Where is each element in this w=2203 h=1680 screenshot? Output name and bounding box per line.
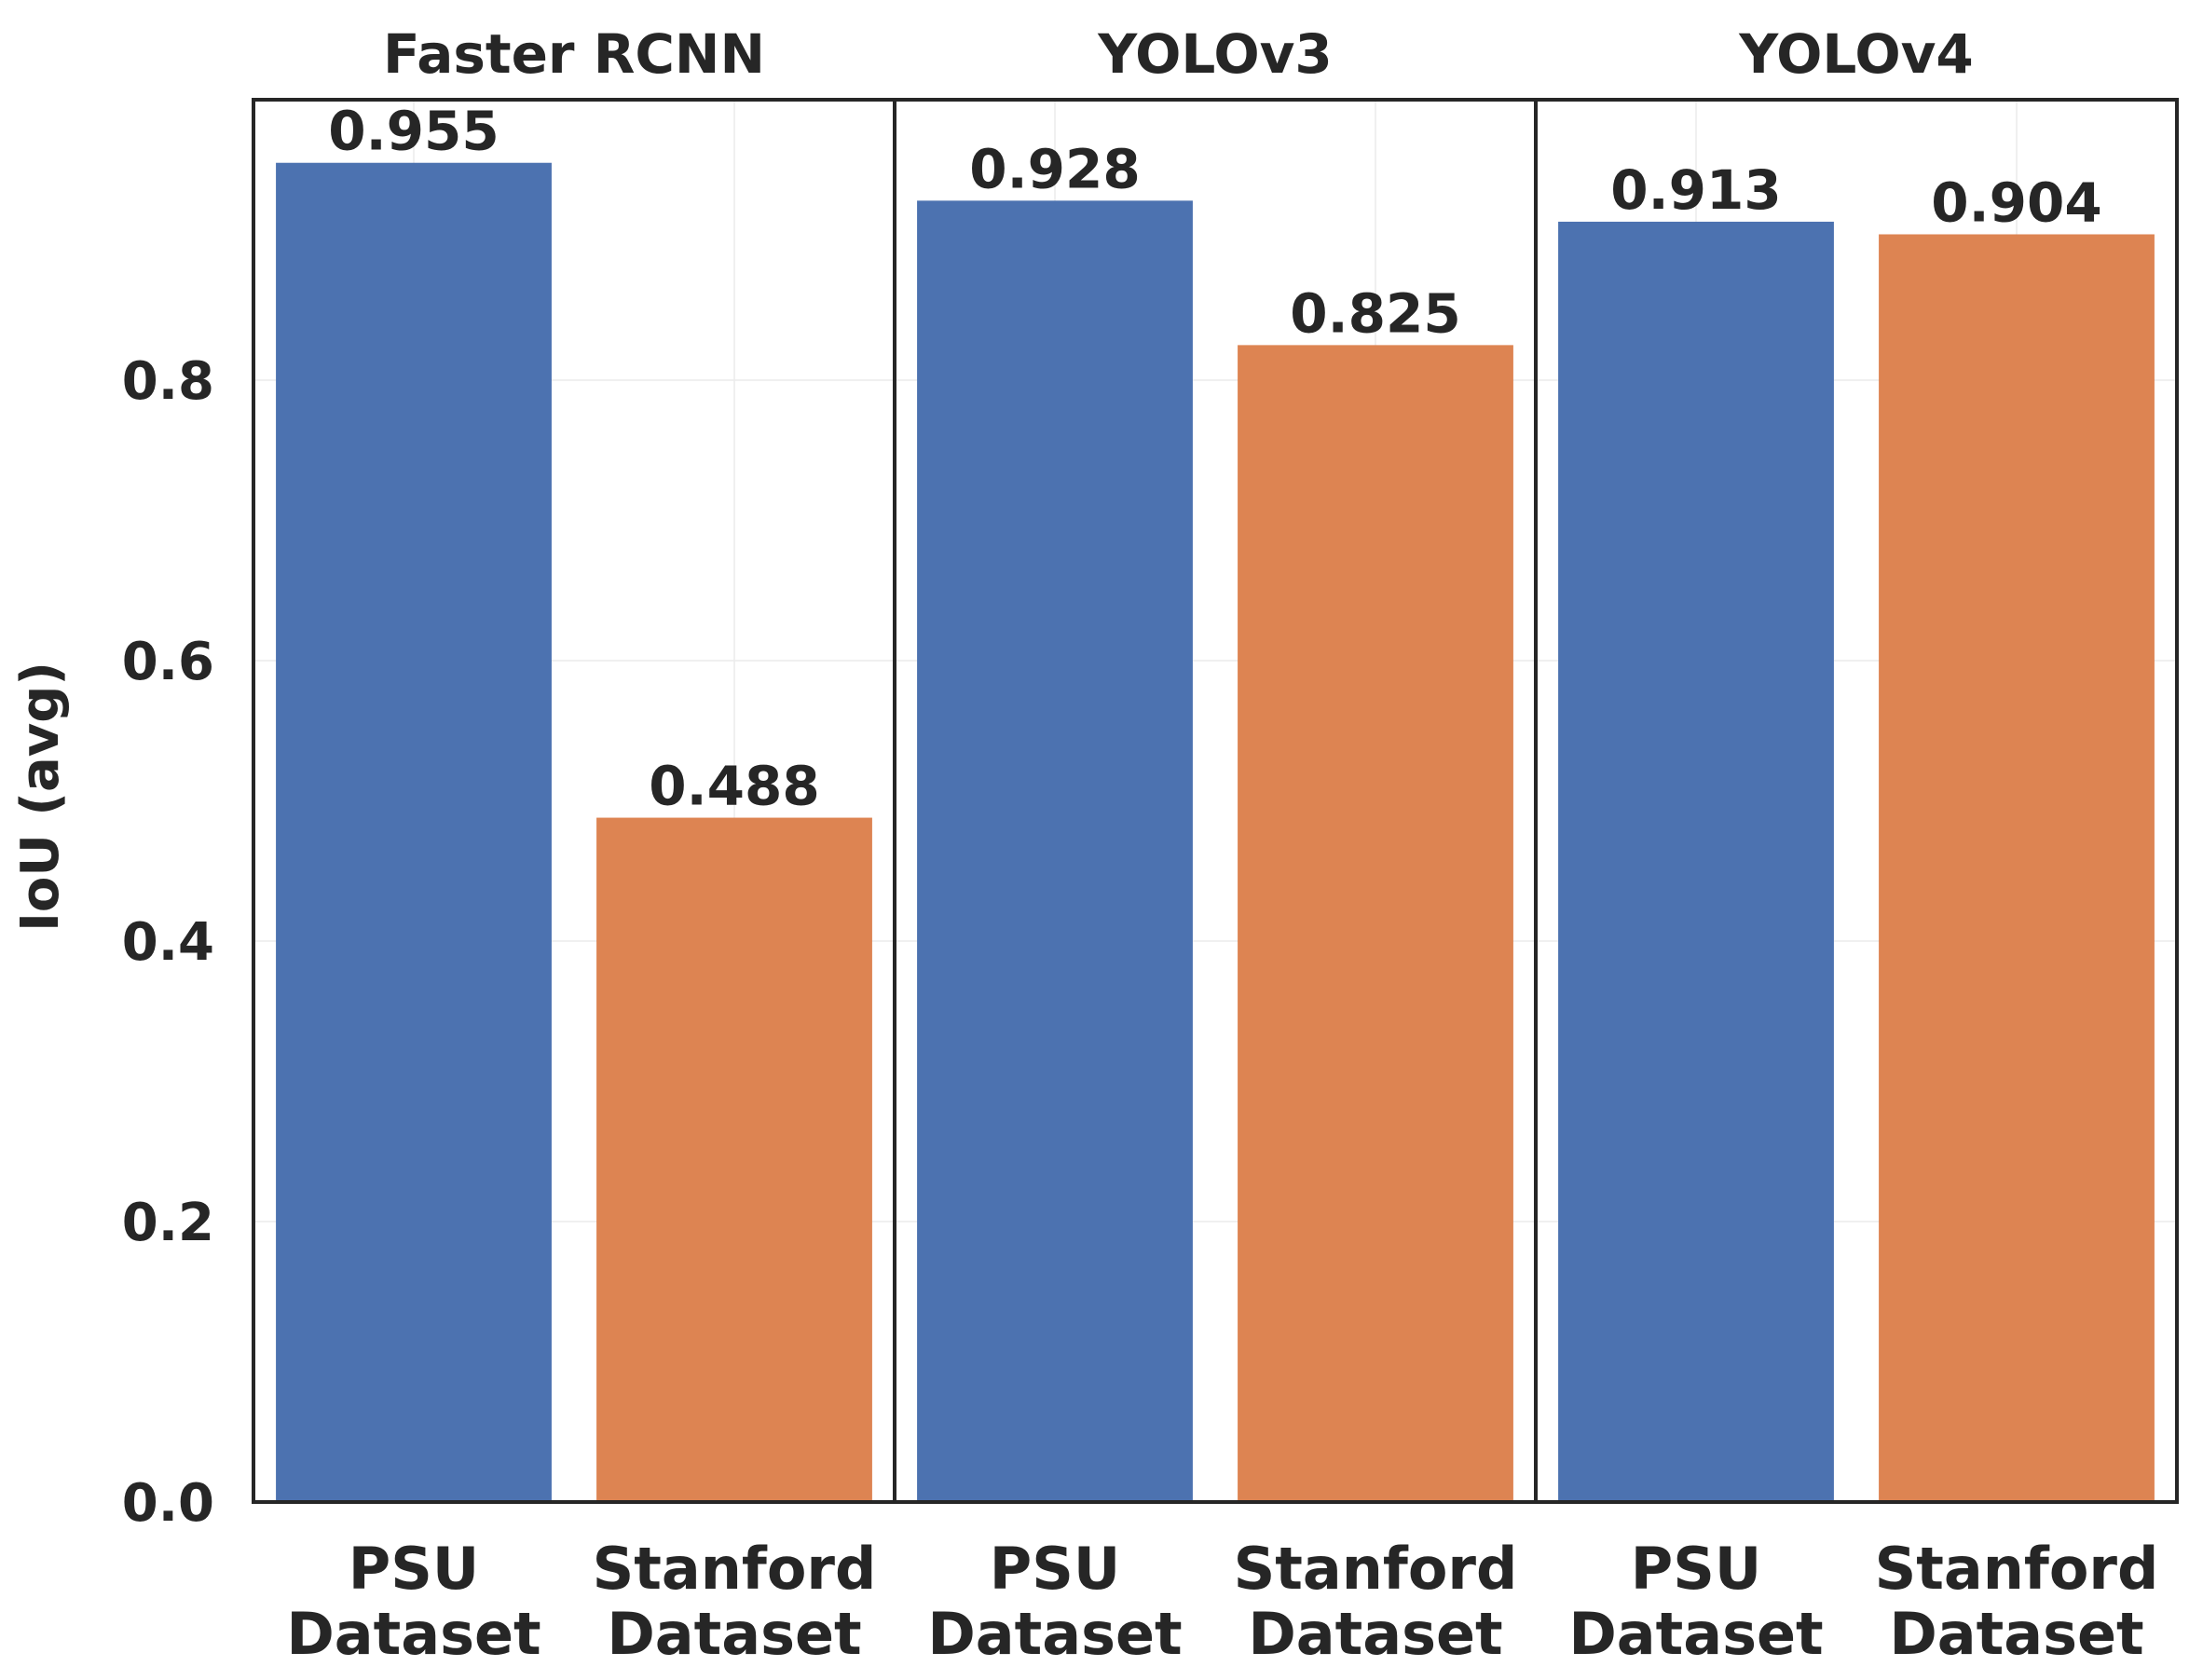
y-tick-label: 0.4 — [122, 912, 214, 973]
x-tick-label-line: PSU — [990, 1535, 1120, 1603]
x-tick-label: Stanford Dataset — [1234, 1535, 1518, 1668]
x-tick-label-line: PSU — [1631, 1535, 1761, 1603]
x-tick-label: PSU Dataset — [927, 1535, 1182, 1668]
x-tick-label-line: Dataset — [1248, 1600, 1502, 1668]
panel-frame — [1534, 98, 2179, 1504]
x-tick-label-line: Dataset — [1568, 1600, 1823, 1668]
x-tick-label-line: Stanford — [593, 1535, 877, 1603]
x-tick-label-line: Dataset — [607, 1600, 861, 1668]
x-tick-label: PSU Dataset — [286, 1535, 540, 1668]
bar — [1879, 234, 2155, 1503]
x-tick-label-line: Stanford — [1234, 1535, 1518, 1603]
bar-value-label: 0.955 — [328, 100, 499, 163]
bar-value-label: 0.825 — [1290, 281, 1460, 345]
y-tick-label: 0.0 — [122, 1473, 214, 1534]
panel-title: YOLOv3 — [1097, 22, 1333, 86]
x-tick-label-line: PSU — [349, 1535, 479, 1603]
panel-title: Faster RCNN — [383, 22, 765, 86]
x-tick-label-line: Dataset — [927, 1600, 1182, 1668]
x-tick-label-line: Dataset — [1889, 1600, 2143, 1668]
x-tick-label: Stanford Dataset — [1875, 1535, 2159, 1668]
bar — [1558, 221, 1834, 1502]
x-tick-label-line: Dataset — [286, 1600, 540, 1668]
y-tick-label: 0.8 — [122, 351, 214, 412]
bar-value-label: 0.913 — [1610, 158, 1781, 222]
y-tick-label: 0.6 — [122, 632, 214, 692]
bar-value-label: 0.928 — [969, 137, 1140, 200]
x-tick-label: PSU Dataset — [1568, 1535, 1823, 1668]
bar — [596, 817, 872, 1502]
y-tick-label: 0.2 — [122, 1193, 214, 1253]
bar-layer — [276, 162, 2155, 1503]
bar — [917, 200, 1193, 1503]
bar-value-label: 0.488 — [649, 755, 819, 818]
x-tick-label: Stanford Dataset — [593, 1535, 877, 1668]
panel-title: YOLOv4 — [1738, 22, 1974, 86]
x-tick-label-line: Stanford — [1875, 1535, 2159, 1603]
bar-value-label: 0.904 — [1931, 171, 2101, 234]
bar — [276, 162, 552, 1503]
frame-layer — [252, 98, 2179, 1504]
y-axis-label: IoU (avg) — [10, 662, 71, 932]
bar — [1238, 345, 1513, 1502]
